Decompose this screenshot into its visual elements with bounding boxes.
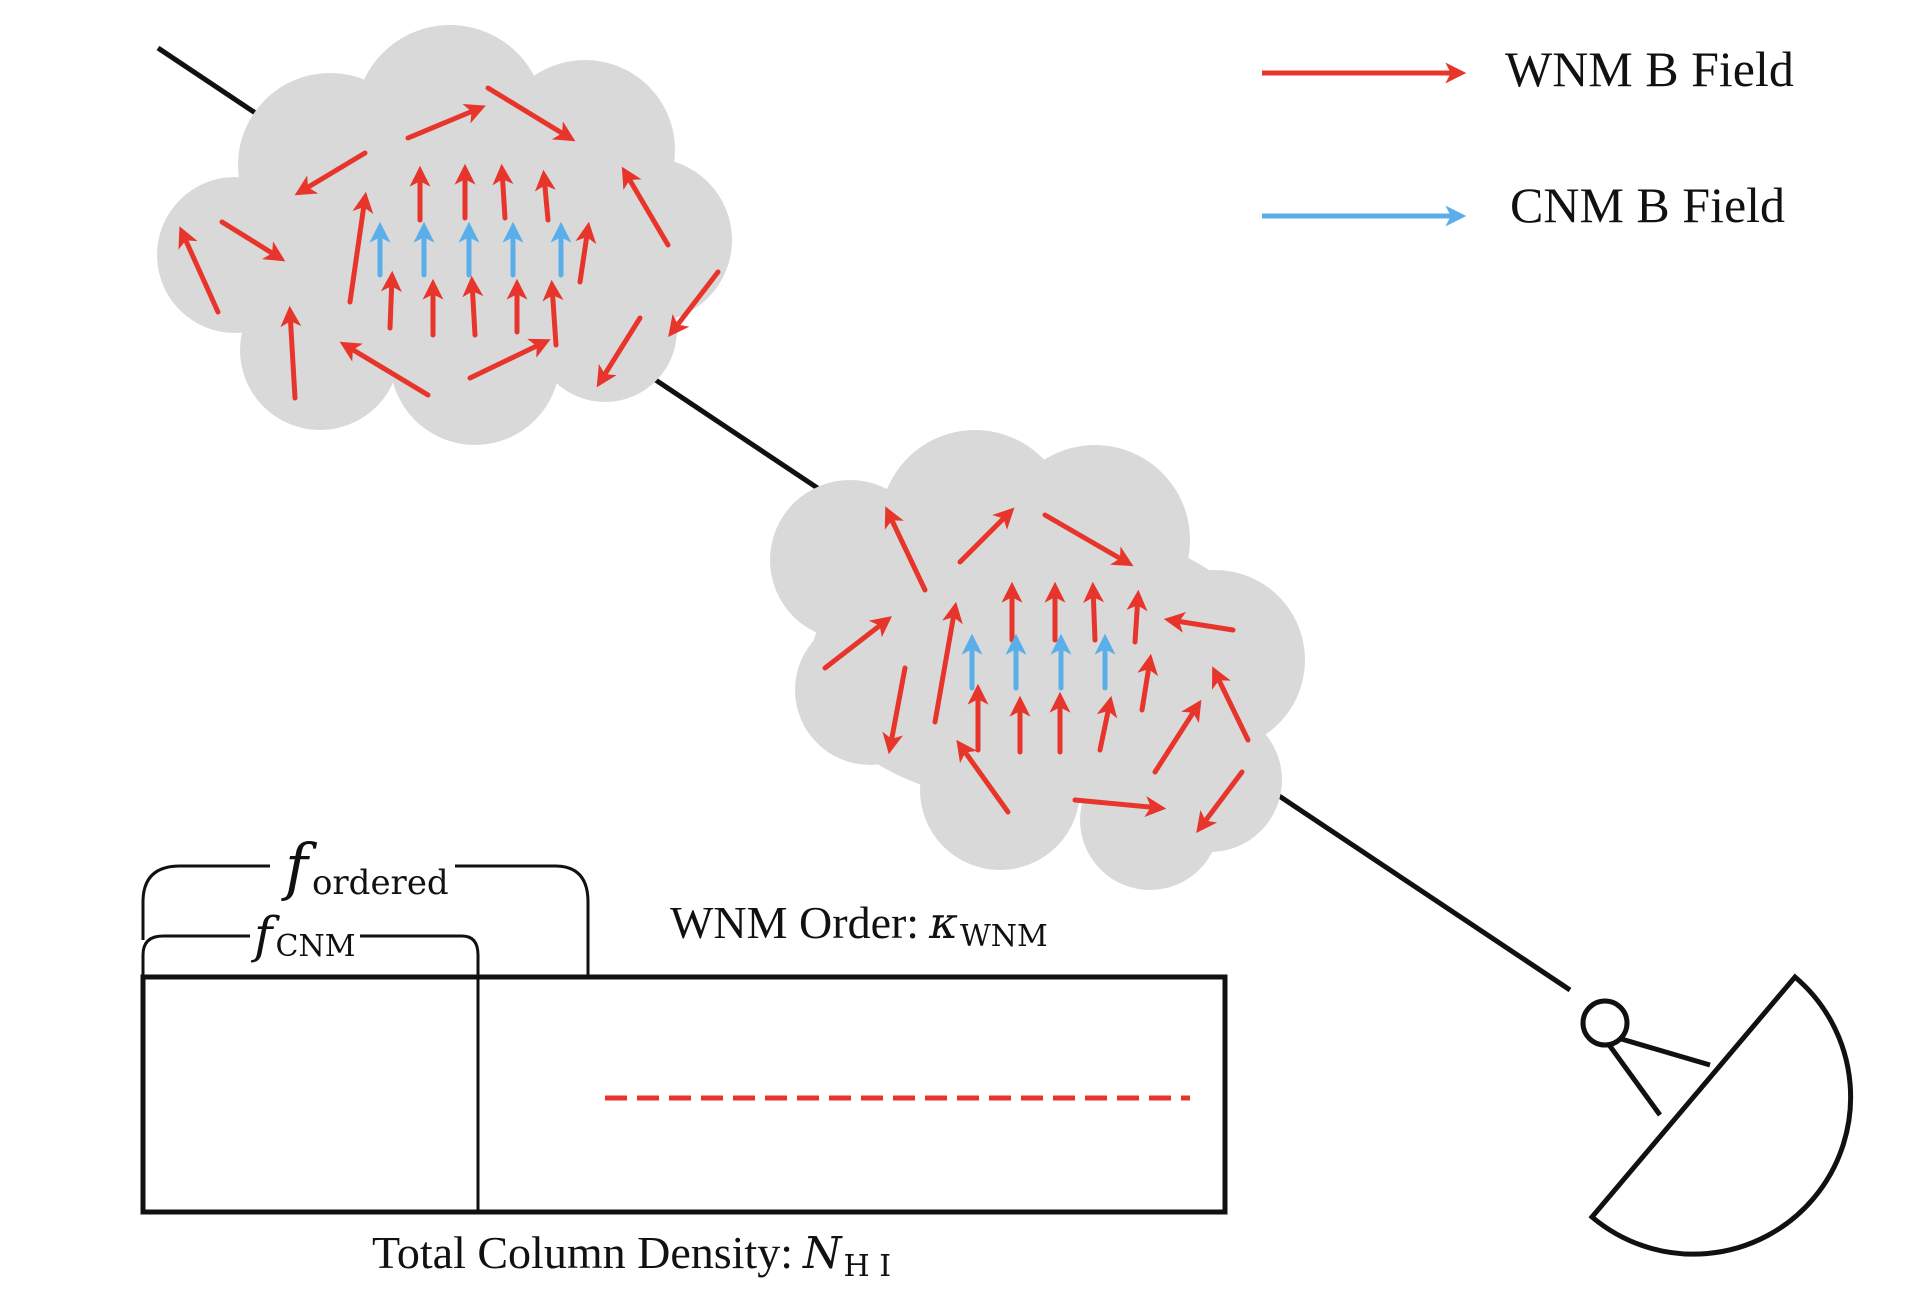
cloud1-wnm-arrow — [621, 166, 671, 248]
cloud1-wnm-arrow — [485, 85, 576, 142]
cloud1-wnm-arrow — [542, 279, 564, 348]
f-cnm-bracket — [141, 934, 480, 977]
cloud2-wnm-arrow — [1096, 695, 1118, 753]
cloud1-wnm-arrow — [492, 163, 514, 221]
cloud2-wnm-arrow — [1163, 611, 1236, 633]
cloud2-wnm-arrow — [882, 665, 908, 755]
cloud1-wnm-arrow — [347, 191, 374, 305]
cloud2-wnm-arrow — [1042, 512, 1134, 567]
cloud1-wnm-arrow — [462, 275, 484, 338]
wnm-order-label: WNM Order: κWNM — [670, 897, 1048, 954]
cloud2-wnm-arrow — [957, 507, 1015, 565]
cloud1-wnm-arrow — [178, 226, 221, 315]
cloud2-wnm-arrow — [1196, 769, 1245, 834]
cloud1-wnm-arrow — [534, 169, 556, 223]
cloud2-wnm-arrow — [1072, 796, 1167, 818]
cloud2-wnm-arrow — [956, 739, 1011, 815]
cloud1-wnm-arrow — [219, 219, 286, 262]
cloud2-wnm-arrow — [1211, 666, 1251, 743]
cloud1-wnm-arrow — [596, 315, 643, 388]
cloud1-wnm-arrow — [294, 150, 368, 196]
cloud2-wnm-arrow — [822, 616, 892, 671]
radio-telescope-dish-icon — [1580, 973, 1854, 1257]
cloud-upper — [157, 25, 732, 445]
legend-cnm-label: CNM B Field — [1510, 177, 1785, 233]
column-box — [140, 974, 1228, 1215]
column-density-label: Total Column Density: NH I — [372, 1227, 891, 1284]
f-ordered-label: f ordered — [281, 830, 449, 903]
legend: WNM B Field CNM B Field — [1262, 41, 1794, 233]
f-ordered-bracket — [141, 864, 590, 977]
cloud2-wnm-arrow — [1083, 581, 1105, 643]
cloud2-wnm-arrow — [932, 601, 963, 725]
cloud2-wnm-arrow — [1137, 653, 1159, 713]
cloud1-wnm-arrow — [380, 270, 402, 331]
cloud1-wnm-arrow — [339, 341, 431, 398]
f-cnm-label: f CNM — [250, 906, 355, 964]
cloud2-wnm-arrow — [884, 506, 928, 593]
cloud1-wnm-arrow — [405, 103, 486, 141]
cloud1-wnm-arrow — [467, 338, 551, 381]
cloud-lower — [770, 430, 1305, 890]
legend-wnm-label: WNM B Field — [1505, 41, 1794, 97]
cloud2-wnm-arrow — [1126, 589, 1148, 645]
cloud1-wnm-arrow — [668, 269, 721, 337]
cloud1-wnm-arrow — [280, 305, 302, 401]
cloud2-wnm-arrow — [1152, 699, 1202, 775]
cloud1-wnm-arrow — [575, 221, 597, 285]
